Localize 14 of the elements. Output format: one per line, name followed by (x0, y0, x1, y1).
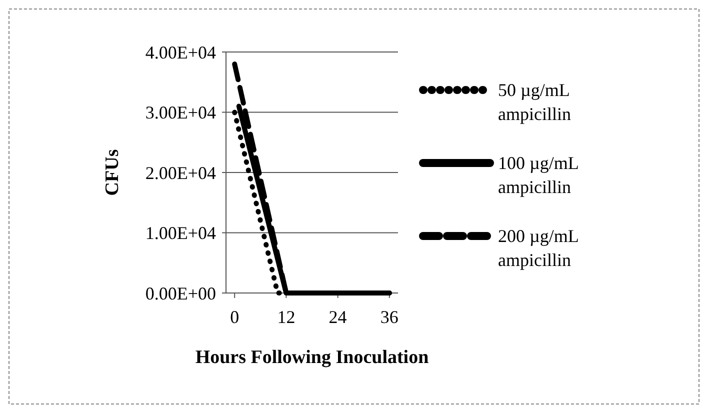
legend-label: 50 µg/mL ampicillin (498, 80, 571, 124)
x-tick-label: 24 (328, 307, 347, 327)
x-tick-label: 36 (380, 307, 398, 327)
y-tick-label: 1.00E+04 (145, 223, 216, 244)
y-tick-label: 3.00E+04 (145, 102, 216, 123)
y-tick-label: 4.00E+04 (145, 42, 216, 62)
y-tick-label: 0.00E+00 (145, 283, 216, 304)
y-axis-title: CFUs (102, 149, 123, 196)
legend-label: 100 µg/mL ampicillin (498, 153, 579, 197)
x-tick-label: 0 (230, 307, 240, 327)
x-tick-label: 12 (277, 307, 296, 327)
x-axis-title: Hours Following Inoculation (195, 347, 430, 368)
legend-label: 200 µg/mL ampicillin (498, 226, 579, 270)
y-tick-label: 2.00E+04 (145, 162, 216, 183)
